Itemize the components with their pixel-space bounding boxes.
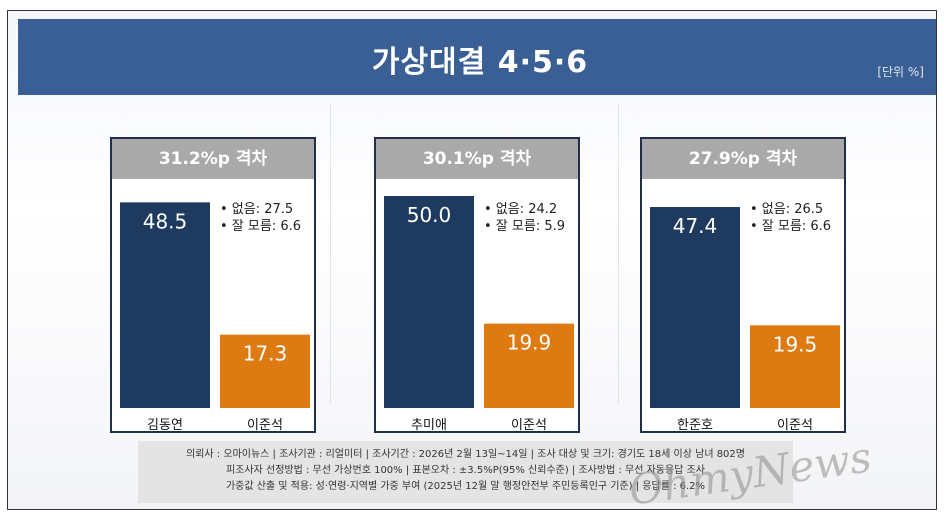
footer-line-2: 피조사자 선정방법 : 무선 가상번호 100% | 표본오차 : ±3.5%P… [226,465,705,476]
candidate-label: 이준석 [511,418,547,433]
bar-한준호 [650,207,740,408]
bar-이준석 [484,323,574,408]
bar-value-label: 19.9 [507,331,552,355]
candidate-label: 이준석 [247,418,283,433]
footer-line-3: 가중값 산출 및 적용: 성·연령·지역별 가중 부여 (2025년 12월 말… [225,481,706,492]
note-dont-know: • 잘 모름: 6.6 [750,219,831,234]
bar-value-label: 50.0 [407,203,452,227]
bar-chart-3: 47.4 19.5 [650,207,840,408]
note-dont-know: • 잘 모름: 6.6 [220,219,301,234]
matchup-panel-2: 30.1%p 격차 50.0 19.9 • 없음: 24.2 • 잘 모름: 5.… [374,137,580,433]
note-none: • 없음: 24.2 [484,202,558,217]
note-none: • 없음: 27.5 [220,202,294,217]
bar-value-label: 17.3 [243,342,288,366]
footer-line-1: 의뢰사 : 오마이뉴스 | 조사기관 : 리얼미터 | 조사기간 : 2026년… [186,449,745,460]
unit-label: [단위 %] [877,65,924,79]
note-dont-know: • 잘 모름: 5.9 [484,219,565,234]
gap-label: 27.9%p 격차 [642,139,844,179]
bar-이준석 [750,325,840,408]
bar-value-label: 47.4 [673,214,718,238]
candidate-label: 김동연 [147,418,183,433]
other-responses: • 없음: 24.2 • 잘 모름: 5.9 [484,201,565,235]
survey-methodology-footer: 의뢰사 : 오마이뉴스 | 조사기관 : 리얼미터 | 조사기간 : 2026년… [138,441,793,503]
matchup-panel-1: 31.2%p 격차 48.5 17.3 • 없음: 27.5 • 잘 모름: 6.… [110,137,316,433]
bar-chart-1: 48.5 17.3 [120,202,310,408]
chart-frame: 가상대결 4·5·6 [단위 %] 31.2%p 격차 48.5 17.3 • 없… [7,10,937,510]
matchup-panel-3: 27.9%p 격차 47.4 19.5 • 없음: 26.5 • 잘 모름: 6.… [640,137,846,433]
candidate-label: 이준석 [777,418,813,433]
other-responses: • 없음: 26.5 • 잘 모름: 6.6 [750,201,831,235]
panel-divider [330,103,331,403]
bar-이준석 [220,334,310,408]
panel-divider [618,103,619,403]
gap-label: 31.2%p 격차 [112,139,314,179]
candidate-label: 한준호 [677,418,713,433]
bar-김동연 [120,202,210,408]
bar-chart-2: 50.0 19.9 [384,196,574,408]
other-responses: • 없음: 27.5 • 잘 모름: 6.6 [220,201,301,235]
note-none: • 없음: 26.5 [750,202,824,217]
chart-title: 가상대결 4·5·6 [371,45,589,80]
bar-추미애 [384,196,474,408]
title-banner: 가상대결 4·5·6 [단위 %] [18,19,936,95]
bar-value-label: 19.5 [773,332,818,356]
gap-label: 30.1%p 격차 [376,139,578,179]
candidate-label: 추미애 [411,418,447,433]
bar-value-label: 48.5 [143,209,188,233]
